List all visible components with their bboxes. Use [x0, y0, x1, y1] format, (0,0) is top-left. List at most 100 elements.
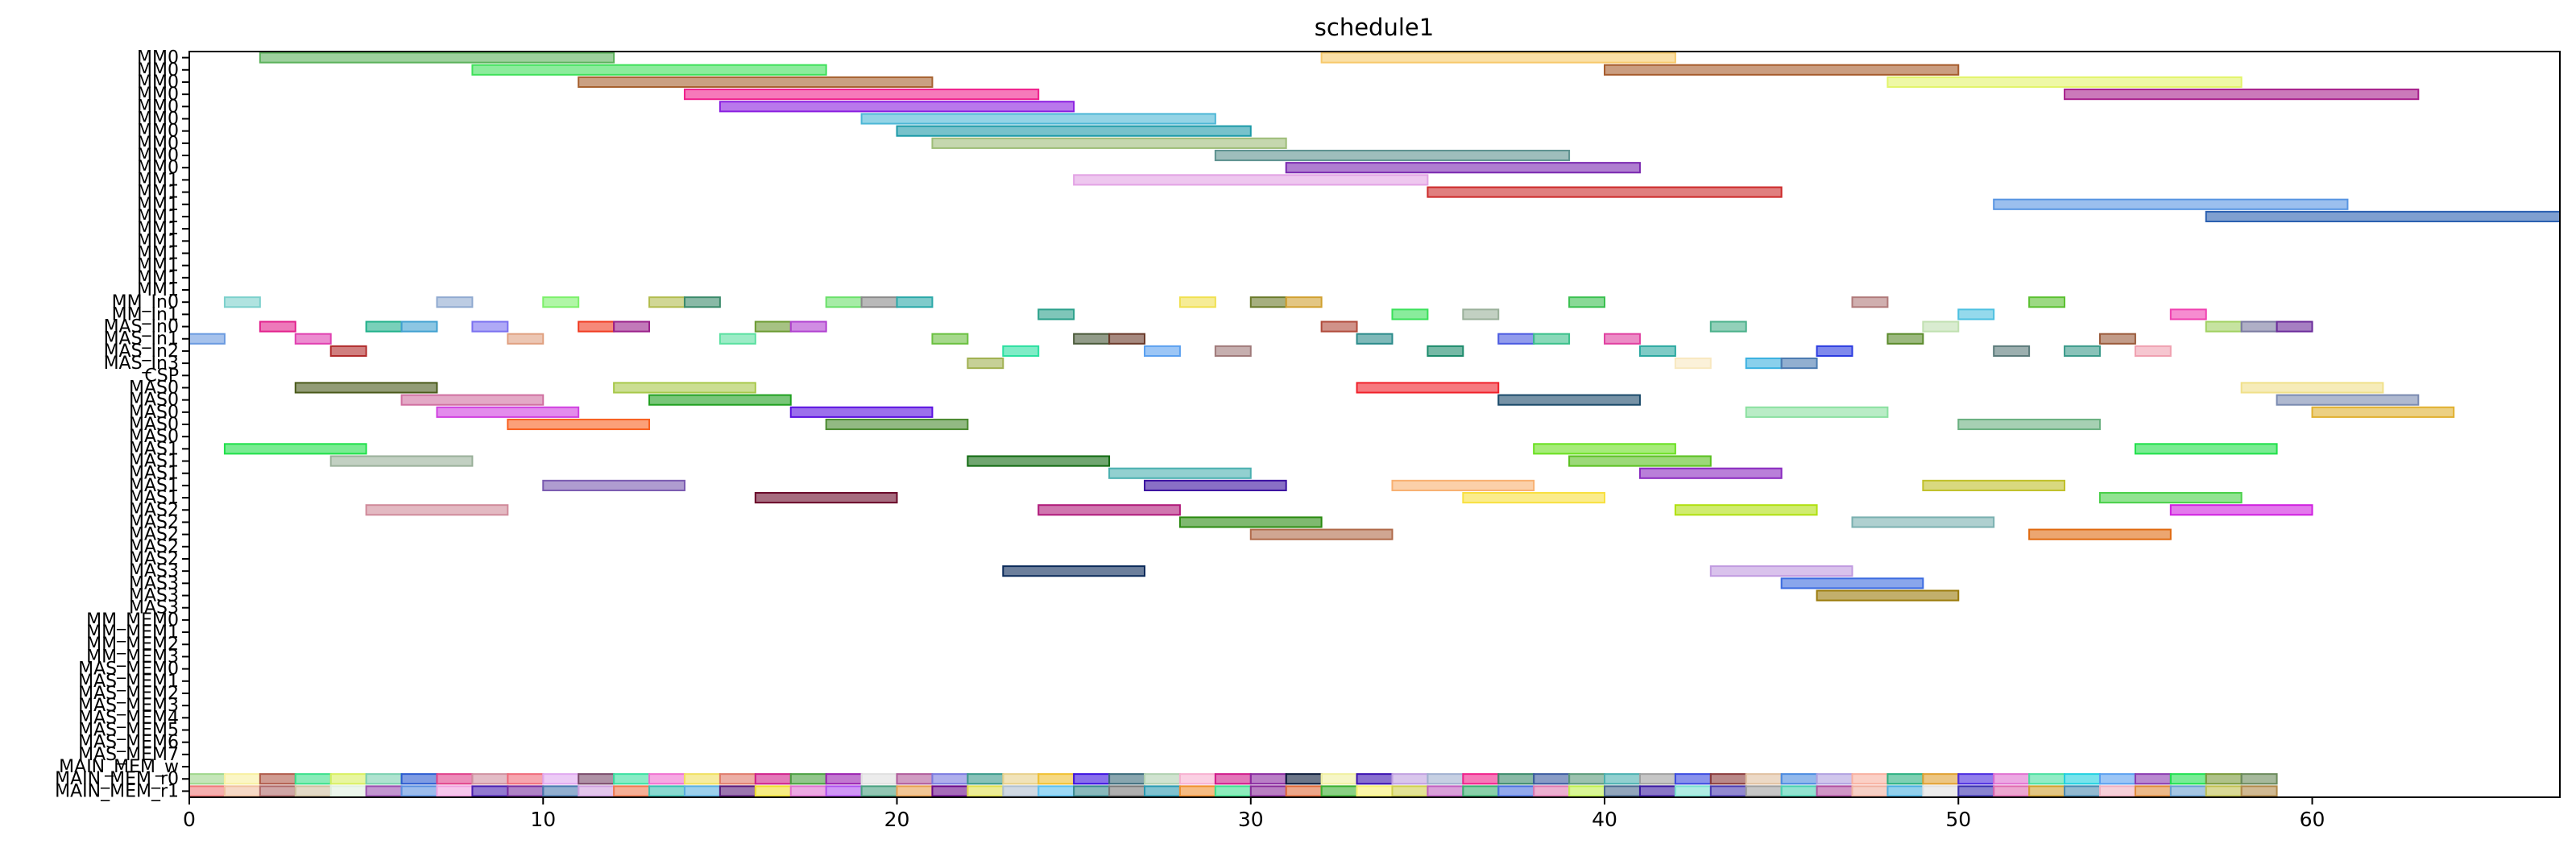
task-bar — [1462, 308, 1500, 321]
task-bar — [931, 137, 1287, 149]
task-bar — [1533, 443, 1676, 455]
main-mem-r1-block — [1993, 785, 2031, 797]
main-mem-r1-block — [719, 785, 756, 797]
task-bar — [1709, 565, 1853, 577]
main-mem-r1-block — [1073, 785, 1111, 797]
task-bar — [967, 358, 1004, 370]
main-mem-r0-block — [507, 773, 545, 785]
main-mem-r1-block — [400, 785, 438, 797]
y-tick-label: MM1 — [137, 280, 179, 300]
main-mem-r1-block — [613, 785, 651, 797]
main-mem-r0-block — [1108, 773, 1145, 785]
y-tick-label: MM1 — [137, 268, 179, 288]
task-bar — [578, 76, 934, 89]
task-bars — [188, 52, 2562, 797]
main-mem-r1-block — [825, 785, 863, 797]
task-bar — [719, 333, 756, 345]
task-bar — [2028, 296, 2066, 308]
task-bar — [1037, 504, 1181, 516]
main-mem-r1-block — [2098, 785, 2136, 797]
task-bar — [1285, 162, 1641, 174]
main-mem-r1-block — [1886, 785, 1924, 797]
task-bar — [1745, 358, 1783, 370]
task-bar — [683, 296, 721, 308]
y-tick-label: MM0 — [137, 85, 179, 105]
task-bar — [1285, 296, 1323, 308]
main-mem-r1-block — [1709, 785, 1747, 797]
task-bar — [1002, 565, 1145, 577]
main-mem-r0-block — [967, 773, 1004, 785]
task-bar — [2028, 528, 2172, 540]
task-bar — [825, 296, 863, 308]
task-bar — [400, 321, 438, 333]
x-tick-label: 30 — [1238, 808, 1264, 831]
main-mem-r1-block — [2169, 785, 2207, 797]
main-mem-r1-block — [860, 785, 898, 797]
main-mem-r0-block — [1178, 773, 1216, 785]
task-bar — [1108, 467, 1252, 479]
task-bar — [329, 345, 367, 357]
main-mem-r1-block — [1497, 785, 1535, 797]
task-bar — [1816, 345, 1853, 357]
y-tick-label: MM1 — [137, 170, 179, 190]
main-mem-r1-block — [2205, 785, 2243, 797]
y-tick-label: MAS_MEM0 — [78, 660, 179, 680]
task-bar — [896, 125, 1252, 137]
y-tick-label: MM0 — [137, 48, 179, 68]
y-tick-label: MAS2 — [129, 549, 179, 569]
main-mem-r0-block — [1214, 773, 1252, 785]
y-tick-label: MAS3 — [129, 573, 179, 594]
task-bar — [1214, 345, 1252, 357]
x-tick-label: 50 — [1945, 808, 1971, 831]
main-mem-r0-block — [754, 773, 792, 785]
y-tick-label: MM1 — [137, 183, 179, 203]
main-mem-r1-block — [1037, 785, 1075, 797]
task-bar — [1037, 308, 1075, 321]
task-bar — [223, 296, 261, 308]
task-bar — [1886, 76, 2243, 89]
task-bar — [1249, 528, 1394, 540]
main-mem-r1-block — [967, 785, 1004, 797]
plot-frame — [188, 51, 2561, 798]
task-bar — [1604, 333, 1641, 345]
y-tick-label: MAS3 — [129, 598, 179, 618]
main-mem-r0-block — [259, 773, 296, 785]
task-bar — [1143, 479, 1287, 491]
task-bar — [1604, 64, 1960, 76]
task-bar — [2098, 333, 2136, 345]
main-mem-r1-block — [578, 785, 615, 797]
main-mem-r1-block — [896, 785, 934, 797]
main-mem-r1-block — [365, 785, 403, 797]
main-mem-r0-block — [365, 773, 403, 785]
task-bar — [2134, 345, 2172, 357]
task-bar — [1816, 589, 1960, 602]
x-tick-label: 60 — [2300, 808, 2325, 831]
y-tick-label: MM0 — [137, 97, 179, 117]
main-mem-r1-block — [1214, 785, 1252, 797]
main-mem-r0-block — [1922, 773, 1960, 785]
task-bar — [1320, 52, 1676, 64]
task-bar — [1638, 467, 1783, 479]
main-mem-r1-block — [329, 785, 367, 797]
main-mem-r1-block — [1851, 785, 1889, 797]
y-tick-label: MAS_MEM7 — [78, 745, 179, 765]
x-axis-ticks: 0 10 20 30 40 50 60 — [183, 797, 2325, 831]
main-mem-r0-block — [1816, 773, 1853, 785]
main-mem-r1-block — [1391, 785, 1429, 797]
main-mem-r1-block — [1178, 785, 1216, 797]
y-tick-label: MAS_MEM3 — [78, 696, 179, 716]
task-bar — [578, 321, 615, 333]
main-mem-r0-block — [2169, 773, 2207, 785]
main-mem-r1-block — [1108, 785, 1145, 797]
main-mem-r0-block — [1462, 773, 1500, 785]
x-tick-label: 10 — [530, 808, 556, 831]
task-bar — [1073, 333, 1111, 345]
task-bar — [436, 406, 580, 418]
main-mem-r1-block — [1320, 785, 1358, 797]
task-bar — [1073, 174, 1429, 186]
y-tick-label: MM0 — [137, 134, 179, 154]
task-bar — [1993, 198, 2349, 210]
main-mem-r1-block — [542, 785, 580, 797]
main-mem-r1-block — [1922, 785, 1960, 797]
